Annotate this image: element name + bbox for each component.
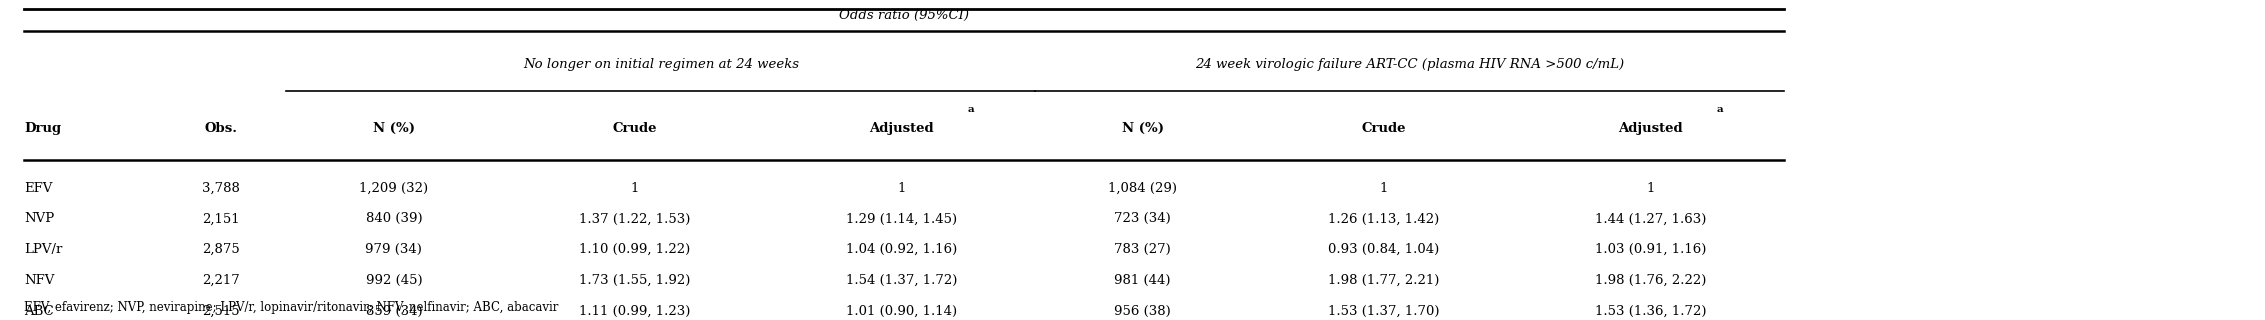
Text: Drug: Drug: [25, 122, 61, 135]
Text: 2,151: 2,151: [202, 212, 240, 225]
Text: EFV, efavirenz; NVP, nevirapine; LPV/r, lopinavir/ritonavir; NFV, nelfinavir; AB: EFV, efavirenz; NVP, nevirapine; LPV/r, …: [25, 301, 559, 314]
Text: 1.44 (1.27, 1.63): 1.44 (1.27, 1.63): [1595, 212, 1706, 225]
Text: 979 (34): 979 (34): [365, 243, 421, 256]
Text: 723 (34): 723 (34): [1114, 212, 1171, 225]
Text: Odds ratio (95%CI): Odds ratio (95%CI): [838, 9, 969, 22]
Text: 2,515: 2,515: [202, 305, 240, 318]
Text: 1.98 (1.76, 2.22): 1.98 (1.76, 2.22): [1595, 274, 1706, 287]
Text: 1,209 (32): 1,209 (32): [360, 182, 428, 195]
Text: 1.29 (1.14, 1.45): 1.29 (1.14, 1.45): [847, 212, 958, 225]
Text: 992 (45): 992 (45): [365, 274, 421, 287]
Text: 981 (44): 981 (44): [1114, 274, 1171, 287]
Text: No longer on initial regimen at 24 weeks: No longer on initial regimen at 24 weeks: [523, 58, 800, 71]
Text: Crude: Crude: [1361, 122, 1407, 135]
Text: ABC: ABC: [25, 305, 54, 318]
Text: 1.03 (0.91, 1.16): 1.03 (0.91, 1.16): [1595, 243, 1706, 256]
Text: 1: 1: [1647, 182, 1656, 195]
Text: 2,217: 2,217: [202, 274, 240, 287]
Text: 840 (39): 840 (39): [365, 212, 421, 225]
Text: 1.37 (1.22, 1.53): 1.37 (1.22, 1.53): [580, 212, 691, 225]
Text: NFV: NFV: [25, 274, 54, 287]
Text: Obs.: Obs.: [204, 122, 238, 135]
Text: 2,875: 2,875: [202, 243, 240, 256]
Text: Adjusted: Adjusted: [1617, 122, 1683, 135]
Text: EFV: EFV: [25, 182, 52, 195]
Text: 3,788: 3,788: [202, 182, 240, 195]
Text: 956 (38): 956 (38): [1114, 305, 1171, 318]
Text: a: a: [967, 105, 974, 114]
Text: a: a: [1717, 105, 1724, 114]
Text: 859 (34): 859 (34): [365, 305, 421, 318]
Text: 1.04 (0.92, 1.16): 1.04 (0.92, 1.16): [847, 243, 958, 256]
Text: 1.10 (0.99, 1.22): 1.10 (0.99, 1.22): [580, 243, 691, 256]
Text: Adjusted: Adjusted: [870, 122, 933, 135]
Text: 1.54 (1.37, 1.72): 1.54 (1.37, 1.72): [847, 274, 958, 287]
Text: 24 week virologic failure ART-CC (plasma HIV RNA >500 c/mL): 24 week virologic failure ART-CC (plasma…: [1196, 58, 1624, 71]
Text: 1.11 (0.99, 1.23): 1.11 (0.99, 1.23): [580, 305, 691, 318]
Text: Crude: Crude: [612, 122, 657, 135]
Text: 1: 1: [1379, 182, 1388, 195]
Text: 1.01 (0.90, 1.14): 1.01 (0.90, 1.14): [847, 305, 958, 318]
Text: 1.53 (1.36, 1.72): 1.53 (1.36, 1.72): [1595, 305, 1706, 318]
Text: 1.73 (1.55, 1.92): 1.73 (1.55, 1.92): [580, 274, 691, 287]
Text: 1.98 (1.77, 2.21): 1.98 (1.77, 2.21): [1327, 274, 1438, 287]
Text: 1.53 (1.37, 1.70): 1.53 (1.37, 1.70): [1327, 305, 1438, 318]
Text: N (%): N (%): [1121, 122, 1164, 135]
Text: 0.93 (0.84, 1.04): 0.93 (0.84, 1.04): [1327, 243, 1438, 256]
Text: 783 (27): 783 (27): [1114, 243, 1171, 256]
Text: NVP: NVP: [25, 212, 54, 225]
Text: 1: 1: [630, 182, 639, 195]
Text: 1.26 (1.13, 1.42): 1.26 (1.13, 1.42): [1327, 212, 1438, 225]
Text: 1,084 (29): 1,084 (29): [1108, 182, 1178, 195]
Text: 1: 1: [897, 182, 906, 195]
Text: LPV/r: LPV/r: [25, 243, 63, 256]
Text: N (%): N (%): [374, 122, 414, 135]
